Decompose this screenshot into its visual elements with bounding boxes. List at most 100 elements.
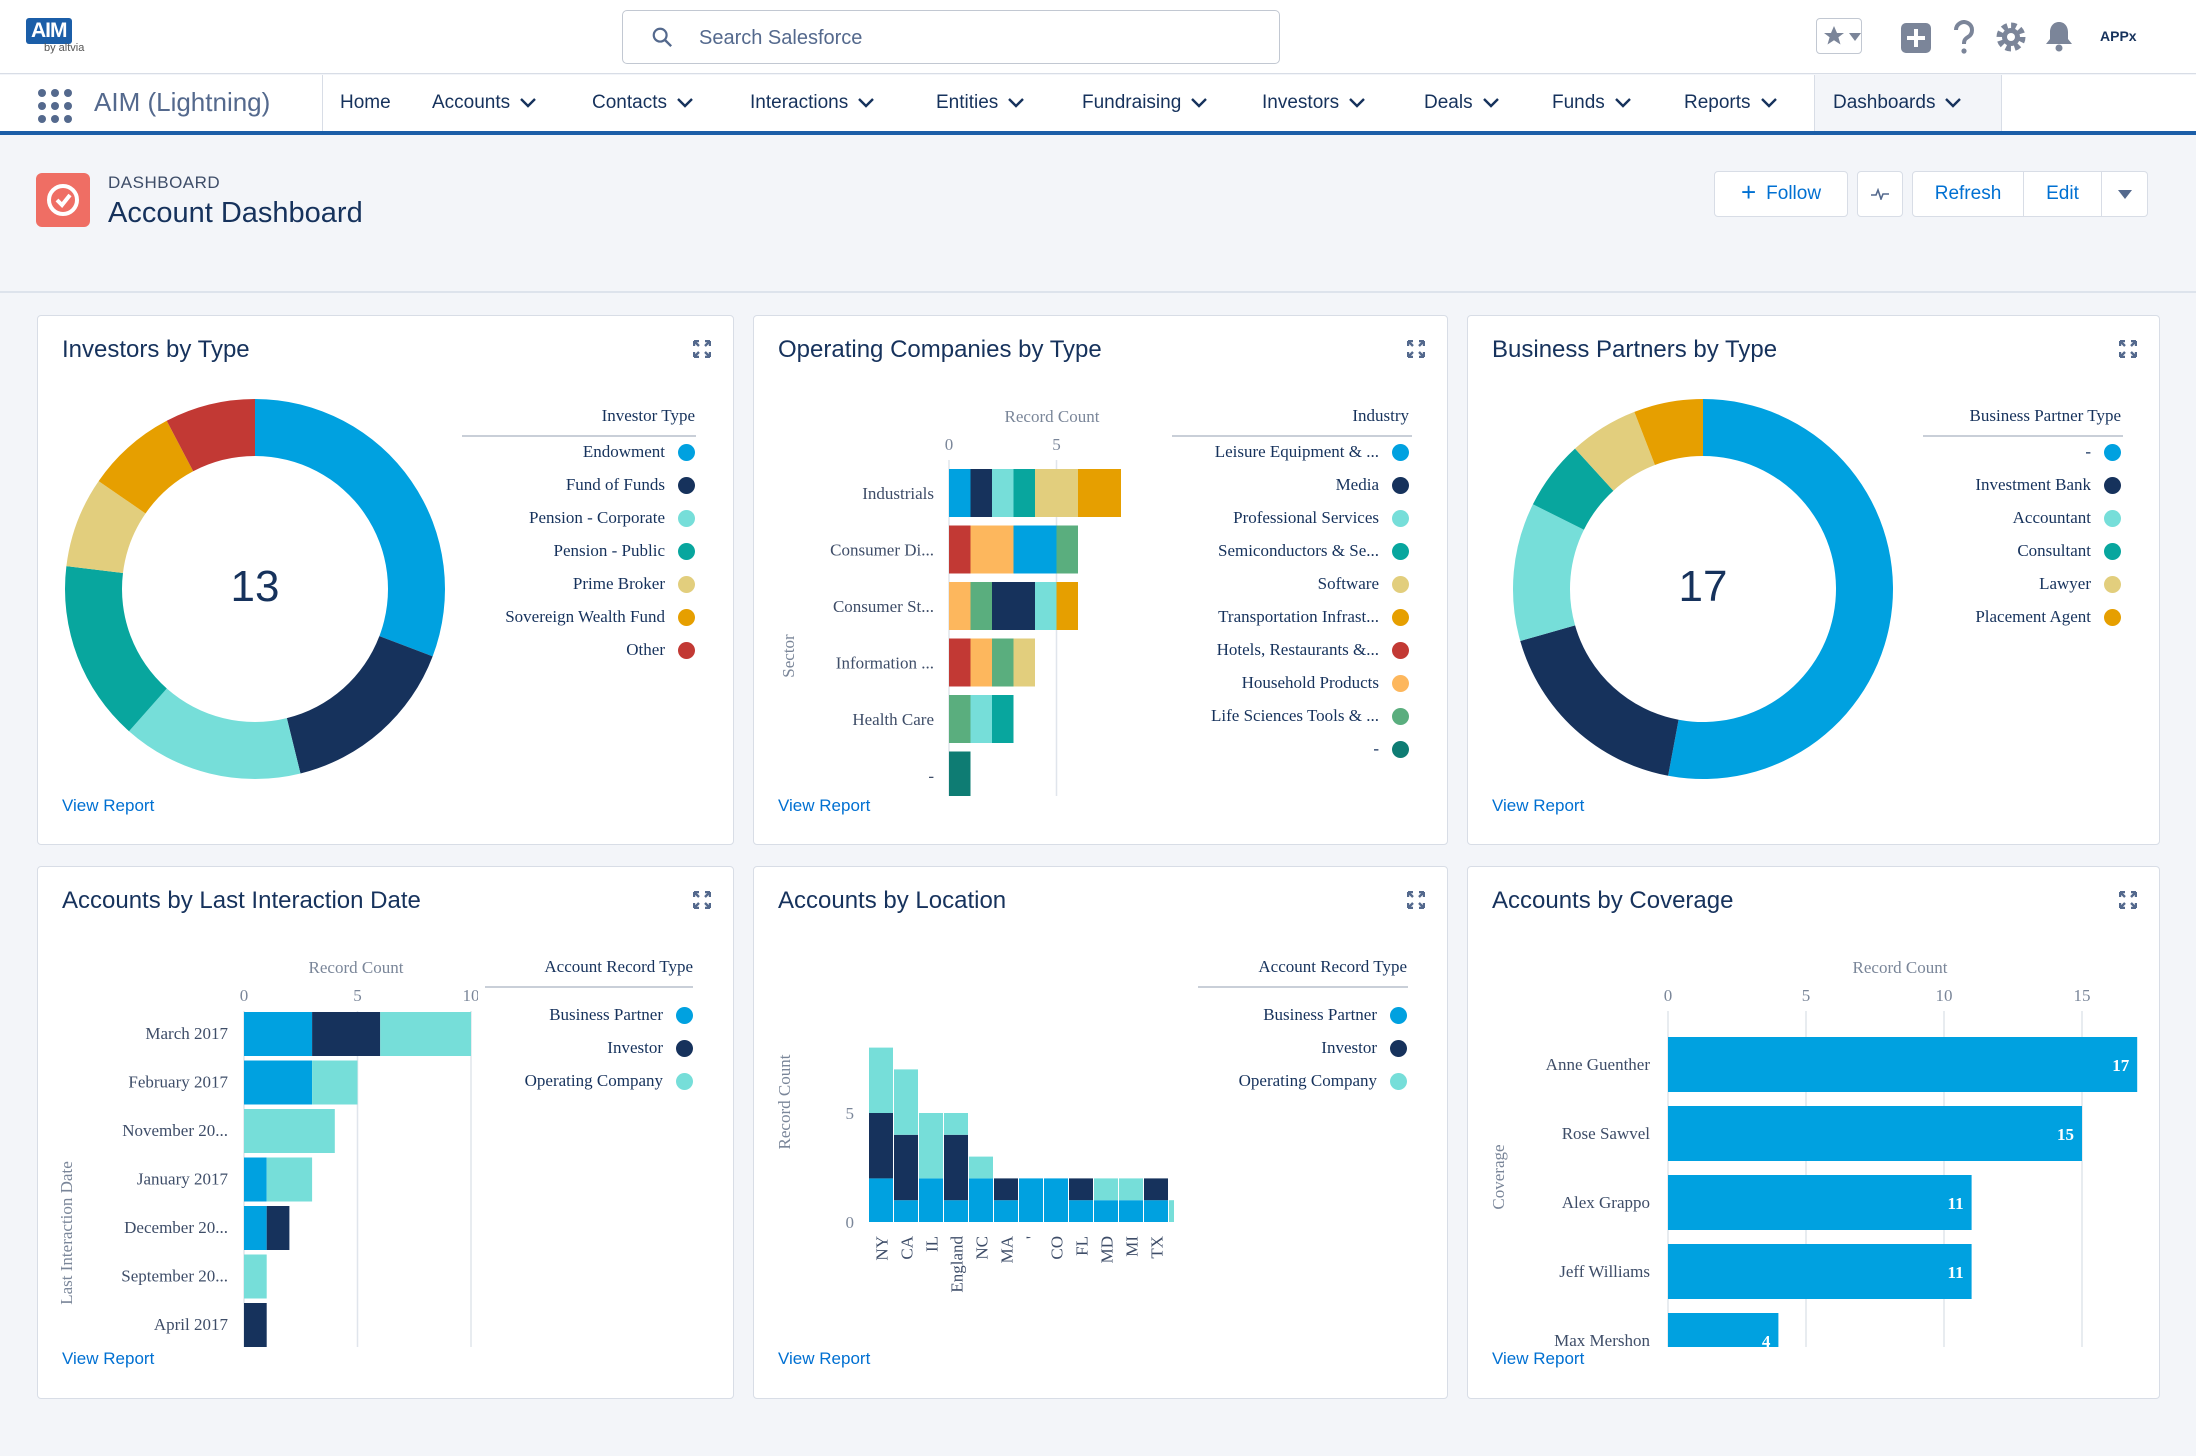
accounts-by-coverage-card: Accounts by Coverage Record Count 0 5 10 15 C… — [1467, 866, 2160, 1399]
legend-label: Investor — [607, 1038, 663, 1057]
legend-swatch — [2104, 576, 2121, 593]
last-interaction-bar-chart: Record Count 0 5 10 Last Interaction Date Mar… — [57, 958, 478, 1347]
legend-swatch — [1392, 741, 1409, 758]
operating-companies-bar-chart: Record Count 0 5 Sector Industrials Consumer … — [779, 407, 1121, 796]
view-report-link[interactable]: View Report — [1492, 796, 1585, 815]
nav-investors[interactable]: Investors — [1262, 75, 1365, 131]
x-axis-category-label: FL — [1073, 1236, 1092, 1256]
chevron-down-icon[interactable] — [1482, 98, 1499, 108]
view-report-link[interactable]: View Report — [62, 1349, 155, 1368]
view-report-link[interactable]: View Report — [778, 796, 871, 815]
notifications-bell-icon[interactable] — [2044, 20, 2074, 52]
expand-icon[interactable] — [1407, 340, 1425, 358]
refresh-button[interactable]: Refresh — [1912, 171, 2024, 217]
edit-button[interactable]: Edit — [2024, 171, 2102, 217]
global-create-icon[interactable] — [1900, 22, 1932, 54]
legend-swatch — [2104, 609, 2121, 626]
column-segment — [994, 1178, 1018, 1201]
legend-divider — [1198, 986, 1408, 988]
chevron-down-icon[interactable] — [520, 98, 537, 108]
search-input[interactable] — [699, 23, 1259, 53]
donut-slice — [255, 399, 445, 657]
global-header: AIM by altvia APPx — [0, 0, 2196, 74]
expand-icon[interactable] — [693, 340, 711, 358]
column-segment — [1019, 1178, 1043, 1222]
legend-label: Operating Company — [1238, 1071, 1377, 1090]
nav-contacts[interactable]: Contacts — [592, 75, 693, 131]
x-axis-category-label: - — [1173, 1236, 1175, 1242]
help-icon[interactable] — [1950, 20, 1978, 54]
x-axis-category-label: MA — [998, 1235, 1017, 1263]
aim-logo[interactable]: AIM by altvia — [26, 18, 84, 54]
nav-fundraising[interactable]: Fundraising — [1082, 75, 1208, 131]
chevron-down-icon[interactable] — [1945, 98, 1962, 108]
chevron-down-icon[interactable] — [1191, 98, 1208, 108]
expand-icon[interactable] — [693, 891, 711, 909]
legend-label: Software — [1317, 574, 1379, 593]
follow-button[interactable]: + Follow — [1714, 171, 1848, 217]
column-segment — [969, 1178, 993, 1222]
chevron-down-icon[interactable] — [1349, 98, 1365, 108]
nav-entities[interactable]: Entities — [936, 75, 1025, 131]
bar-segment — [949, 525, 971, 574]
bar-value-label: 4 — [1762, 1332, 1771, 1347]
x-axis-category-label: NY — [873, 1236, 892, 1261]
legend-label: Leisure Equipment & ... — [1214, 442, 1379, 461]
setup-gear-icon[interactable] — [1994, 20, 2028, 54]
legend-swatch — [1392, 510, 1409, 527]
view-report-link[interactable]: View Report — [1492, 1349, 1585, 1368]
expand-icon[interactable] — [2119, 340, 2137, 358]
y-axis-category-label: Alex Grappo — [1562, 1193, 1650, 1212]
app-launcher-icon[interactable] — [38, 89, 72, 123]
favorites-button[interactable] — [1816, 18, 1862, 54]
activity-button[interactable] — [1857, 171, 1903, 217]
more-actions-button[interactable] — [2102, 171, 2148, 217]
legend-title: Industry — [1352, 406, 1409, 425]
legend-label: Business Partner — [549, 1005, 663, 1024]
donut-slice — [1520, 625, 1679, 776]
bar-segment — [244, 1012, 313, 1056]
column-segment — [869, 1047, 893, 1113]
expand-icon[interactable] — [2119, 891, 2137, 909]
y-axis-category-label: Anne Guenther — [1546, 1055, 1651, 1074]
chevron-down-icon[interactable] — [677, 98, 693, 108]
chevron-down-icon[interactable] — [858, 98, 875, 108]
expand-icon[interactable] — [1407, 891, 1425, 909]
legend-label: Household Products — [1241, 673, 1379, 692]
column-segment — [1094, 1200, 1118, 1222]
view-report-link[interactable]: View Report — [778, 1349, 871, 1368]
nav-accounts[interactable]: Accounts — [432, 75, 537, 131]
chevron-down-icon[interactable] — [1760, 98, 1777, 108]
y-axis-category-label: Rose Sawvel — [1562, 1124, 1651, 1143]
donut-slice — [129, 688, 301, 779]
x-axis-category-label: TX — [1148, 1236, 1167, 1259]
nav-dashboards[interactable]: Dashboards — [1814, 75, 2002, 131]
global-search[interactable] — [622, 10, 1280, 64]
legend-title: Account Record Type — [1258, 957, 1407, 976]
legend-label: Media — [1335, 475, 1379, 494]
y-axis-title: Coverage — [1489, 1144, 1508, 1209]
accounts-by-last-interaction-card: Accounts by Last Interaction Date Record… — [37, 866, 734, 1399]
nav-interactions[interactable]: Interactions — [750, 75, 875, 131]
view-report-link[interactable]: View Report — [62, 796, 155, 815]
column-segment — [1119, 1178, 1143, 1201]
operating-companies-by-type-card: Operating Companies by Type Record Count… — [753, 315, 1448, 845]
nav-home[interactable]: Home — [340, 92, 391, 113]
bar-segment — [970, 525, 1014, 574]
chevron-down-icon[interactable] — [1008, 98, 1025, 108]
legend-swatch — [678, 576, 695, 593]
nav-reports[interactable]: Reports — [1684, 75, 1777, 131]
business-partner-type-donut-chart — [1513, 399, 1893, 779]
nav-deals[interactable]: Deals — [1424, 75, 1499, 131]
pulse-icon — [1871, 188, 1889, 200]
bar — [1668, 1037, 2138, 1092]
x-axis-category-label: MD — [1098, 1236, 1117, 1263]
nav-funds[interactable]: Funds — [1552, 75, 1631, 131]
bar-segment — [244, 1157, 267, 1202]
chevron-down-icon[interactable] — [1614, 98, 1631, 108]
legend-swatch — [2104, 477, 2121, 494]
donut-slice — [1532, 448, 1614, 530]
column-segment — [994, 1200, 1018, 1222]
legend-label: Prime Broker — [572, 574, 665, 593]
coverage-bar-chart: Record Count 0 5 10 15 Coverage Anne Guenther 1… — [1489, 958, 2138, 1347]
